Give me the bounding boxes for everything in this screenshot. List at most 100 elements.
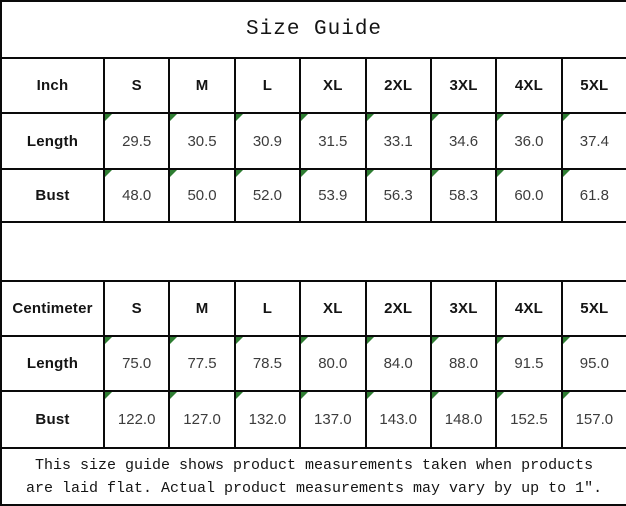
size-header-3xl: 3XL [429,280,498,337]
value-text: 48.0 [122,187,152,204]
value-text: 137.0 [314,411,352,428]
value-text: 88.0 [448,355,479,372]
value-text: 61.8 [579,187,609,204]
size-header-2xl: 2XL [364,280,432,337]
cell-flag-icon [236,338,243,344]
value-cell: 30.5 [168,112,236,170]
value-text: 77.5 [187,355,217,372]
cell-flag-icon [563,338,570,344]
value-cell: 157.0 [560,390,626,449]
value-text: 91.5 [514,355,544,372]
footer-note-line1: This size guide shows product measuremen… [34,456,594,474]
spacer-cell [0,221,626,282]
footer-note: This size guide shows product measuremen… [0,447,626,506]
cell-flag-icon [236,393,243,399]
value-text: 31.5 [318,132,348,150]
size-header-4xl: 4XL [495,280,563,337]
value-cell: 37.4 [560,112,626,170]
value-cell: 58.3 [429,168,498,223]
cell-flag-icon [302,338,309,344]
value-cell: 80.0 [299,335,367,392]
cell-flag-icon [432,393,439,399]
value-text: 36.0 [514,132,544,150]
size-header-2xl: 2XL [364,57,432,114]
cell-flag-icon [106,115,112,121]
value-cell: 30.9 [233,112,302,170]
value-text: 75.0 [122,355,152,372]
value-cell: 152.5 [495,390,563,449]
value-cell: 148.0 [429,390,498,449]
cell-flag-icon [563,171,570,177]
value-text: 132.0 [248,411,287,428]
value-text: 95.0 [579,355,609,372]
value-text: 52.0 [252,187,283,204]
value-text: 157.0 [575,411,614,428]
cell-flag-icon [106,171,112,177]
size-header-xl: XL [299,280,367,337]
cell-flag-icon [106,393,112,399]
cell-flag-icon [498,338,505,344]
inch-header-row: Inch S M L XL 2XL 3XL 4XL 5XL [0,57,626,114]
size-header-m: M [168,57,236,114]
size-header-xl: XL [299,57,367,114]
cell-flag-icon [432,171,439,177]
row-label-length: Length [0,112,105,170]
value-cell: 75.0 [102,335,171,392]
value-cell: 95.0 [560,335,626,392]
value-cell: 91.5 [495,335,563,392]
cell-flag-icon [171,393,178,399]
row-label-bust: Bust [0,390,105,449]
cell-flag-icon [302,171,309,177]
size-header-5xl: 5XL [560,280,626,337]
value-cell: 53.9 [299,168,367,223]
footer-note-line2: are laid flat. Actual product measuremen… [25,479,603,497]
value-text: 80.0 [318,355,348,372]
size-header-l: L [233,57,302,114]
value-text: 78.5 [252,355,283,372]
cell-flag-icon [367,338,374,344]
value-text: 122.0 [117,411,156,428]
value-cell: 31.5 [299,112,367,170]
row-label-bust: Bust [0,168,105,223]
size-header-s: S [102,57,171,114]
value-text: 127.0 [183,411,221,428]
cell-flag-icon [367,393,374,399]
value-cell: 88.0 [429,335,498,392]
value-cell: 77.5 [168,335,236,392]
cell-flag-icon [302,393,309,399]
value-text: 143.0 [379,411,417,428]
cell-flag-icon [367,171,374,177]
cell-flag-icon [171,171,178,177]
value-cell: 137.0 [299,390,367,449]
spacer-row [0,221,626,282]
cell-flag-icon [563,393,570,399]
value-text: 58.3 [448,187,479,204]
cell-flag-icon [432,115,439,121]
unit-header-centimeter: Centimeter [0,280,105,337]
value-text: 30.5 [187,132,217,150]
cell-flag-icon [302,115,309,121]
title-row: Size Guide [0,0,626,59]
cm-header-row: Centimeter S M L XL 2XL 3XL 4XL 5XL [0,280,626,337]
size-header-4xl: 4XL [495,57,563,114]
value-text: 53.9 [318,187,348,204]
value-text: 148.0 [444,411,483,428]
value-cell: 34.6 [429,112,498,170]
value-text: 152.5 [510,411,548,428]
value-text: 33.1 [383,132,413,150]
unit-header-inch: Inch [0,57,105,114]
cell-flag-icon [498,115,505,121]
value-cell: 61.8 [560,168,626,223]
value-text: 29.5 [122,132,152,150]
value-text: 84.0 [383,355,413,372]
cell-flag-icon [236,171,243,177]
cell-flag-icon [563,115,570,121]
value-text: 37.4 [579,132,609,150]
cell-flag-icon [498,171,505,177]
value-text: 30.9 [252,132,283,150]
value-cell: 84.0 [364,335,432,392]
value-text: 56.3 [383,187,413,204]
value-cell: 56.3 [364,168,432,223]
